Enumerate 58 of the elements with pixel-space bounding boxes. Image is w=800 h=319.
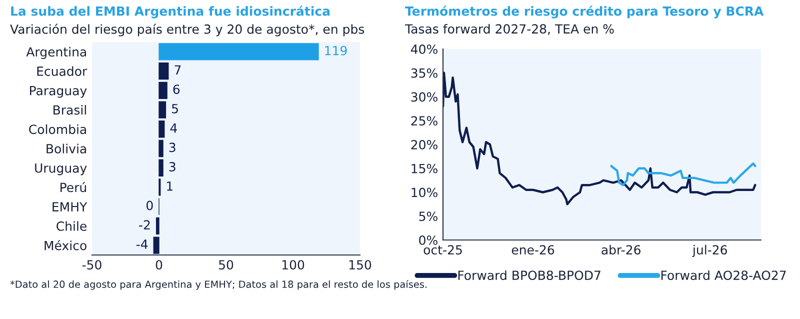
x-tick-label: 50 [219,260,234,270]
y-tick-label: Brasil [54,105,86,115]
y-tick-label: 25% [411,116,438,126]
bar [156,217,160,235]
line-series [610,162,756,186]
chart-title: La suba del EMBI Argentina fue idiosincrática [11,6,330,18]
y-tick-label: 20% [411,140,438,150]
data-label: 3 [169,162,176,172]
y-tick-label: 35% [411,68,438,78]
bar [158,120,165,138]
chart-subtitle: Variación del riesgo país entre 3 y 20 de agosto*, en pbs [10,24,364,36]
bar [158,43,319,60]
y-tick-label: Perú [60,182,86,192]
data-label: 0 [146,200,153,210]
bar [153,236,160,254]
x-tick-label: 0 [156,260,162,270]
x-tick-label: 150 [349,260,372,270]
data-label: -2 [139,220,150,230]
data-label: 4 [170,123,177,133]
legend-label: Forward AO28-AO27 [661,270,786,280]
bar [158,101,166,118]
x-tick-label: ene-26 [512,245,554,255]
x-tick-label: jul-26 [692,244,727,257]
bar [158,159,164,176]
data-label: 119 [325,46,347,56]
y-tick-label: 0% [419,235,438,245]
y-tick-label: Uruguay [35,164,87,176]
chart-subtitle: Tasas forward 2027-28, TEA en % [404,24,614,35]
data-label: -4 [136,240,148,249]
data-label: 7 [174,65,181,74]
bar [158,62,169,80]
y-tick-label: 40% [410,44,438,54]
bar [158,82,168,99]
bar [158,140,164,158]
chart-title: Termómetros de riesgo crédito para Tesoro y BCRA [405,6,764,18]
y-tick-label: EMHY [52,202,88,212]
data-label: 1 [167,182,172,191]
x-tick-label: -50 [82,260,102,270]
line-series [443,72,756,206]
x-tick-label: abr-26 [602,244,640,255]
y-tick-label: Ecuador [37,66,88,76]
data-label: 3 [169,142,176,152]
y-tick-label: 30% [411,92,438,102]
y-tick-label: 10% [412,188,438,198]
y-tick-label: Colombia [29,124,86,134]
y-tick-label: Paraguay [30,86,87,98]
y-tick-label: Bolivia [46,144,86,154]
y-tick-label: Argentina [26,46,86,60]
data-label: 5 [172,104,178,114]
y-tick-label: México [44,240,86,250]
x-tick-label: 100 [282,260,304,270]
text: *Dato al 20 de agosto para Argentina y EMHY; Datos al 18 para el resto de los países. [10,280,427,290]
x-tick-label: oct-25 [424,245,462,255]
legend-label: Forward BPOB8-BPOD7 [458,270,600,280]
y-tick-label: 5% [419,212,438,222]
data-label: 6 [173,84,180,94]
y-tick-label: Chile [56,221,86,231]
y-tick-label: 15% [412,164,438,174]
